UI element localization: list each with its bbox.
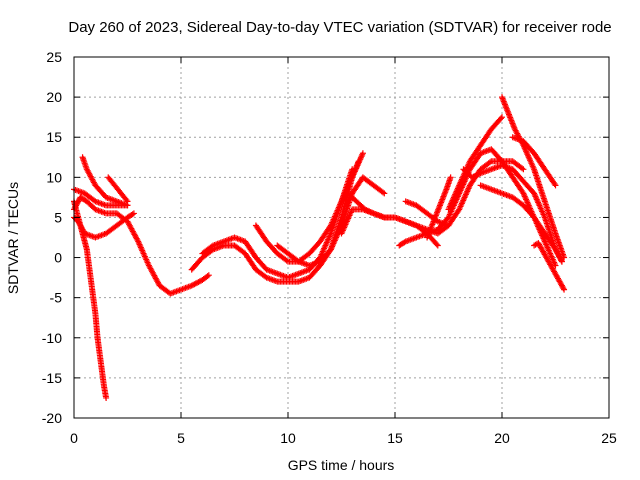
- y-tick-label: 25: [46, 49, 62, 65]
- y-tick-label: -5: [50, 290, 63, 306]
- data-point: [560, 285, 567, 292]
- y-tick-label: -15: [42, 370, 62, 386]
- data-point: [204, 273, 211, 280]
- y-tick-label: -20: [42, 410, 62, 426]
- series-track-17: [460, 162, 565, 265]
- series-track-5: [105, 174, 131, 205]
- series-track-9: [252, 150, 366, 265]
- data-point: [499, 114, 505, 121]
- data-point: [561, 286, 568, 293]
- series-track-19: [477, 182, 565, 265]
- data-point: [129, 211, 136, 218]
- x-tick-label: 15: [387, 430, 403, 446]
- y-axis-label: SDTVAR / TECUs: [5, 182, 21, 294]
- x-tick-label: 10: [280, 430, 296, 446]
- series-track-14: [402, 198, 452, 229]
- data-point: [558, 257, 565, 264]
- y-tick-label: 20: [46, 89, 62, 105]
- data-point: [205, 272, 212, 279]
- data-point: [497, 115, 504, 122]
- data-point: [359, 150, 366, 157]
- data-point: [103, 394, 110, 401]
- series-track-20: [509, 134, 559, 189]
- data-point: [447, 174, 454, 181]
- y-tick-label: -10: [42, 330, 62, 346]
- series-track-2: [71, 194, 212, 297]
- series-track-12: [344, 158, 527, 237]
- grid: [74, 57, 609, 418]
- chart-title: Day 260 of 2023, Sidereal Day-to-day VTE…: [68, 19, 611, 36]
- series-track-1: [71, 198, 110, 401]
- data-points: [71, 94, 568, 401]
- x-axis-label: GPS time / hours: [288, 457, 395, 473]
- data-point: [124, 202, 131, 209]
- x-tick-label: 25: [601, 430, 617, 446]
- data-point: [520, 166, 527, 173]
- x-tick-label: 20: [494, 430, 510, 446]
- data-point: [558, 258, 565, 265]
- y-tick-label: 15: [46, 129, 62, 145]
- series-track-3: [71, 210, 137, 241]
- data-point: [552, 182, 559, 189]
- data-point: [130, 210, 137, 217]
- data-point: [433, 241, 440, 248]
- y-tick-label: 5: [54, 209, 62, 225]
- data-point: [551, 181, 558, 188]
- y-tick-label: 10: [46, 169, 62, 185]
- x-tick-label: 5: [177, 430, 185, 446]
- axis-ticks: 0 5 10 15 20 25 -20 -15 -10 -5 0 5 10 15 20 25: [42, 49, 617, 446]
- y-tick-label: 0: [54, 250, 62, 266]
- data-point: [519, 165, 526, 172]
- data-point: [401, 239, 408, 246]
- series-track-15: [424, 174, 454, 241]
- data-point: [123, 197, 130, 204]
- series-track-21: [531, 240, 568, 293]
- plot-frame: [73, 56, 610, 419]
- data-point: [379, 189, 386, 196]
- data-point: [283, 257, 290, 264]
- data-point: [381, 190, 388, 197]
- data-point: [434, 242, 441, 249]
- series-track-16: [445, 114, 505, 213]
- data-point: [486, 159, 493, 166]
- x-tick-label: 0: [70, 430, 78, 446]
- data-point: [445, 222, 452, 229]
